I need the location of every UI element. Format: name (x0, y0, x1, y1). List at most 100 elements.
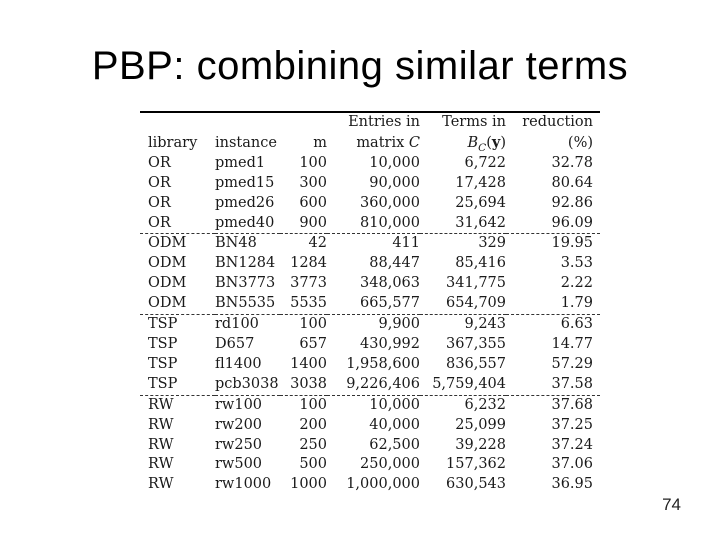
table-cell: 157,362 (446, 456, 506, 473)
table-cell: 62,500 (369, 436, 420, 453)
table-cell: 5,759,404 (432, 375, 506, 392)
table-row: RW rw200 200 40,000 25,099 37.25 (140, 416, 600, 436)
table-cell: 1400 (290, 355, 327, 372)
table-cell: 40,000 (369, 416, 420, 433)
table-cell: 9,226,406 (346, 375, 420, 392)
table-cell: ODM (148, 295, 187, 312)
table-cell: rd100 (215, 314, 280, 335)
table-cell: fl1400 (215, 355, 262, 372)
table-cell: rw250 (215, 436, 263, 453)
table-cell: 39,228 (455, 436, 506, 453)
table-cell: OR (148, 214, 171, 231)
results-table: Entries in Terms in reduction library in… (140, 111, 600, 495)
table-cell: pmed1 (215, 154, 266, 171)
table-cell: 6,722 (464, 154, 506, 171)
table-row: TSP D657 657 430,992 367,355 14.77 (140, 335, 600, 355)
table-cell: 900 (299, 214, 327, 231)
table-row: TSP rd100 100 9,900 9,243 6.63 (140, 314, 600, 335)
table-cell: 600 (299, 194, 327, 211)
table-cell: 348,063 (360, 275, 420, 292)
table-row: TSP pcb3038 3038 9,226,406 5,759,404 37.58 (140, 375, 600, 395)
table-cell: TSP (148, 335, 178, 352)
table-cell: 57.29 (551, 355, 593, 372)
table-cell: 100 (280, 314, 327, 335)
header-row-2: library instance m matrix C BC(y) (%) (140, 133, 600, 154)
table-cell: RW (148, 476, 174, 493)
table-cell: pmed40 (215, 214, 275, 231)
table-cell: RW (148, 416, 174, 433)
table-cell: 96.09 (551, 214, 593, 231)
table-cell: 100 (280, 394, 327, 416)
table-cell: 37.06 (551, 456, 593, 473)
table-cell: 411 (327, 233, 420, 255)
table-cell: 42 (280, 233, 327, 255)
table-cell: 630,543 (446, 476, 506, 493)
table-cell: 9,243 (420, 314, 506, 335)
header-cell-reduction: reduction (506, 111, 600, 133)
table-section-tsp: TSP rd100 100 9,900 9,243 6.63 TSP D657 657 430,9… (140, 314, 600, 396)
table-cell: OR (148, 194, 171, 211)
table-cell: 32.78 (551, 154, 593, 171)
table-cell: 90,000 (369, 174, 420, 191)
table-cell: 14.77 (551, 335, 593, 352)
table-cell: 80.64 (551, 174, 593, 191)
table-row: OR pmed40 900 810,000 31,642 96.09 (140, 214, 600, 234)
table-row: RW rw500 500 250,000 157,362 37.06 (140, 455, 600, 475)
header-cell-bc-y: BC(y) (467, 133, 506, 154)
table-cell: rw200 (215, 416, 263, 433)
table-header: Entries in Terms in reduction library in… (140, 111, 600, 154)
table-cell: BN48 (215, 233, 280, 255)
table-row: ODM BN48 42 411 329 19.95 (140, 233, 600, 255)
table-cell: 10,000 (369, 154, 420, 171)
header-cell (140, 111, 215, 133)
table-row: OR pmed15 300 90,000 17,428 80.64 (140, 174, 600, 194)
table-cell: TSP (148, 375, 178, 392)
table-cell: 25,694 (455, 194, 506, 211)
header-cell-terms-in: Terms in (420, 111, 506, 133)
table-cell: pmed26 (215, 194, 275, 211)
table-cell: 3.53 (560, 255, 593, 272)
table-cell: 250,000 (360, 456, 420, 473)
table-section-rw: RW rw100 100 10,000 6,232 37.68 RW rw200 200 40,0… (140, 394, 600, 495)
table-cell: 200 (299, 416, 327, 433)
table-cell: 657 (299, 335, 327, 352)
table-cell: OR (148, 154, 171, 171)
results-table-container: Entries in Terms in reduction library in… (140, 111, 602, 495)
table-cell: 100 (299, 154, 327, 171)
table-cell: 6.63 (506, 314, 600, 335)
table-cell: ODM (148, 255, 187, 272)
table-cell: ODM (140, 233, 215, 255)
table-cell: 92.86 (551, 194, 593, 211)
table-cell: OR (148, 174, 171, 191)
header-cell-m: m (313, 134, 327, 151)
table-cell: 810,000 (360, 214, 420, 231)
table-row: RW rw250 250 62,500 39,228 37.24 (140, 436, 600, 456)
table-cell: 300 (299, 174, 327, 191)
table-cell: 31,642 (455, 214, 506, 231)
table-cell: 329 (420, 233, 506, 255)
table-cell: pcb3038 (215, 375, 279, 392)
table-cell: rw100 (215, 394, 280, 416)
page-number: 74 (662, 495, 681, 514)
table-cell: 1,000,000 (346, 476, 420, 493)
table-cell: 1284 (290, 255, 327, 272)
table-cell: 6,232 (420, 394, 506, 416)
table-cell: D657 (215, 335, 255, 352)
table-cell: 9,900 (327, 314, 420, 335)
table-cell: 37.68 (506, 394, 600, 416)
table-cell: 5535 (290, 295, 327, 312)
table-row: ODM BN1284 1284 88,447 85,416 3.53 (140, 254, 600, 274)
table-cell: 37.25 (551, 416, 593, 433)
header-cell (215, 111, 280, 133)
slide-title: PBP: combining similar terms (91, 44, 629, 88)
table-cell: 1,958,600 (346, 355, 420, 372)
table-cell: BN5535 (215, 295, 276, 312)
table-cell: pmed15 (215, 174, 275, 191)
table-row: ODM BN3773 3773 348,063 341,775 2.22 (140, 274, 600, 294)
header-cell-instance: instance (215, 134, 277, 151)
header-cell (280, 111, 327, 133)
header-cell-library: library (148, 134, 198, 151)
table-cell: 500 (299, 456, 327, 473)
table-cell: 37.24 (551, 436, 593, 453)
table-cell: 1.79 (560, 295, 593, 312)
